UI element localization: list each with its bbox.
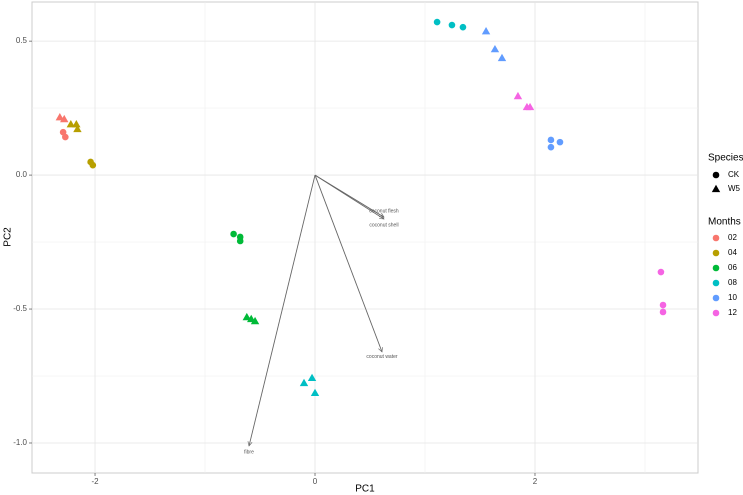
point [230, 230, 237, 238]
loading-label: coconut water [366, 354, 397, 360]
legend-label: 06 [728, 263, 737, 272]
x-axis-label: PC1 [355, 484, 375, 495]
legend-label: 12 [728, 308, 737, 317]
point [481, 27, 491, 35]
point [310, 388, 320, 397]
point [433, 18, 441, 26]
legend-label: CK [728, 170, 740, 179]
y-tick-label: 0.0 [16, 170, 28, 179]
legend-key [712, 171, 720, 179]
point [659, 308, 667, 316]
point [490, 44, 500, 53]
legend-key [712, 249, 720, 257]
x-tick-label: 0 [313, 477, 318, 486]
point [307, 373, 317, 382]
legend-label: 10 [728, 293, 737, 302]
y-tick-label: 0.5 [16, 36, 28, 45]
point [657, 268, 665, 276]
point [89, 161, 97, 169]
y-axis-label: PC2 [3, 227, 14, 247]
loading-arrow [249, 174, 316, 446]
point [497, 53, 507, 62]
loading-label: coconut shell [369, 222, 398, 228]
point [459, 23, 467, 31]
point [299, 378, 309, 387]
point [547, 136, 555, 144]
legend-label: 02 [728, 233, 737, 242]
x-tick-label: -2 [91, 477, 99, 486]
point [60, 114, 69, 123]
point [55, 113, 65, 121]
point [73, 124, 82, 133]
point [242, 312, 252, 321]
legend-label: 04 [728, 248, 737, 257]
legend-key [712, 294, 720, 302]
point [72, 119, 81, 128]
legend-label: 08 [728, 278, 737, 287]
loading-label: coconut flesh [369, 208, 399, 214]
point [62, 133, 69, 141]
legend-key [712, 309, 720, 317]
point [547, 143, 555, 151]
legend-key [712, 264, 720, 272]
point [236, 237, 244, 245]
legend-label: W5 [728, 184, 741, 193]
legend-key [712, 279, 720, 287]
loading-label: fibre [244, 449, 254, 455]
point [66, 119, 76, 128]
point [525, 102, 535, 111]
legend-key [711, 184, 721, 193]
legend-key [712, 234, 720, 242]
x-tick-label: 2 [533, 477, 538, 486]
y-tick-label: -1.0 [13, 438, 27, 447]
point [659, 301, 667, 309]
legend-title: Months [708, 217, 741, 228]
panel [31, 1, 699, 474]
y-tick-label: -0.5 [13, 304, 27, 313]
point [556, 138, 564, 146]
point [513, 91, 523, 100]
loading-arrow [314, 174, 384, 219]
point [448, 21, 456, 29]
point [250, 316, 260, 325]
loading-arrow [314, 174, 382, 352]
legend-title: Species [708, 153, 743, 164]
